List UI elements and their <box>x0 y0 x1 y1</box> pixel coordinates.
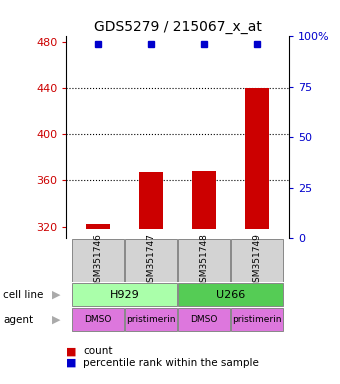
Text: pristimerin: pristimerin <box>233 315 282 324</box>
Bar <box>72 308 124 331</box>
Text: H929: H929 <box>110 290 139 300</box>
Text: DMSO: DMSO <box>84 315 112 324</box>
Bar <box>231 238 283 282</box>
Text: GSM351749: GSM351749 <box>253 233 262 288</box>
Text: cell line: cell line <box>3 290 44 300</box>
Bar <box>192 171 216 229</box>
Text: percentile rank within the sample: percentile rank within the sample <box>83 358 259 368</box>
Bar <box>231 308 283 331</box>
Bar <box>245 88 269 229</box>
Bar <box>178 308 230 331</box>
Text: ▶: ▶ <box>52 290 61 300</box>
Text: ▶: ▶ <box>52 315 61 325</box>
Text: count: count <box>83 346 113 356</box>
Title: GDS5279 / 215067_x_at: GDS5279 / 215067_x_at <box>94 20 261 34</box>
Bar <box>86 224 110 229</box>
Text: pristimerin: pristimerin <box>126 315 176 324</box>
Bar <box>139 172 163 229</box>
Text: U266: U266 <box>216 290 245 300</box>
Bar <box>178 283 283 306</box>
Text: DMSO: DMSO <box>190 315 218 324</box>
Text: ■: ■ <box>66 346 77 356</box>
Text: GSM351748: GSM351748 <box>200 233 209 288</box>
Bar <box>72 238 124 282</box>
Text: agent: agent <box>3 315 34 325</box>
Text: ■: ■ <box>66 358 77 368</box>
Bar <box>125 238 177 282</box>
Bar <box>178 238 230 282</box>
Bar <box>125 308 177 331</box>
Text: GSM351747: GSM351747 <box>147 233 156 288</box>
Bar <box>72 283 177 306</box>
Text: GSM351746: GSM351746 <box>94 233 103 288</box>
